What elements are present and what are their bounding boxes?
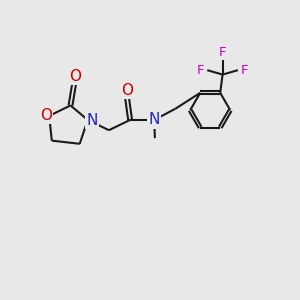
Text: N: N [86, 113, 98, 128]
Text: F: F [241, 64, 248, 77]
Text: N: N [148, 112, 160, 128]
Text: O: O [121, 83, 133, 98]
Text: F: F [219, 46, 226, 59]
Text: O: O [69, 68, 81, 83]
Text: O: O [40, 108, 52, 123]
Text: F: F [197, 64, 205, 77]
